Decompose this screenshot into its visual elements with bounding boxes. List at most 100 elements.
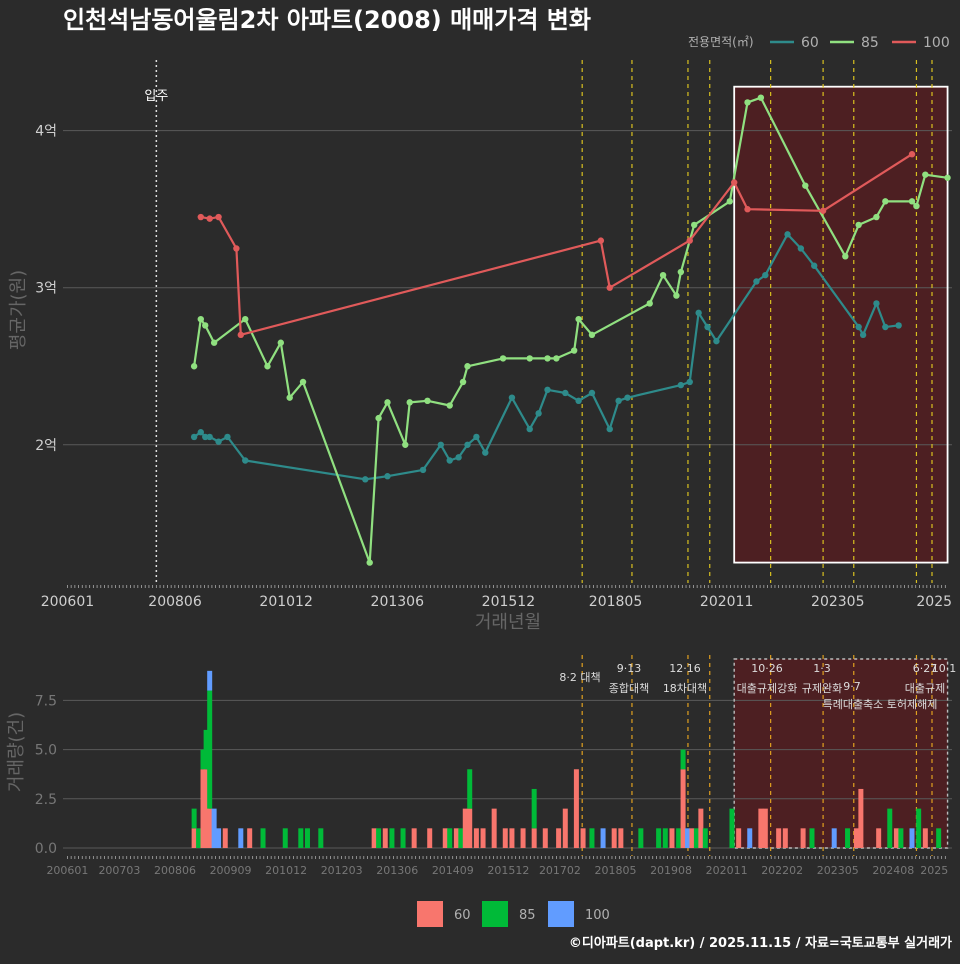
data-point-100 [730,179,738,186]
event-label-4b: 대출규제강화 [737,682,798,695]
y-tick-label: 7.5 [35,693,57,709]
volume-bar-60 [442,828,448,848]
event-label-8a: 10·1 [932,662,957,675]
volume-bar-60 [776,828,782,848]
y-tick-label: 3억 [35,281,57,297]
x-tick-label: 201012 [265,864,307,877]
data-point-85 [855,221,862,229]
data-point-85 [446,402,453,409]
volume-bar-85 [589,828,595,848]
volume-bar-85 [467,769,473,809]
volume-bar-60 [689,828,695,848]
volume-bar-60 [762,808,768,848]
x-axis-label: 거래년월 [475,612,541,633]
volume-bar-60 [453,828,459,848]
y-axis-label-volume: 거래량(건) [6,712,27,792]
data-point-85 [197,315,204,323]
x-tick-label: 200601 [41,594,94,610]
volume-bar-85 [898,828,904,848]
volume-bar-85 [887,808,893,848]
data-point-60 [215,438,222,445]
volume-bar-60 [427,828,433,848]
bar-legend-swatch-85 [482,901,508,927]
data-point-60 [784,231,791,238]
data-point-85 [299,378,307,386]
volume-bar-85 [702,828,708,848]
data-point-85 [553,355,560,362]
volume-bar-60 [669,828,675,848]
volume-bar-60 [758,808,764,848]
data-point-85 [277,339,285,346]
volume-bar-100 [600,828,606,848]
data-point-85 [384,399,391,406]
x-tick-label: 200806 [154,864,196,877]
data-point-60 [606,425,613,433]
x-tick-label: 201409 [432,864,474,877]
volume-bar-100 [207,670,213,691]
y-tick-label: 2억 [35,438,57,454]
data-point-100 [197,213,204,221]
x-tick-label: 201012 [259,594,312,610]
data-point-60 [197,429,204,436]
data-point-100 [597,237,605,244]
data-point-60 [535,410,542,417]
data-point-100 [237,331,244,339]
data-point-85 [459,378,467,386]
volume-bar-60 [680,769,686,848]
data-point-85 [202,322,209,329]
bar-legend: 60 85 100 [417,901,610,927]
volume-bar-85 [447,828,453,848]
y-tick-label: 2.5 [35,792,57,808]
event-label-2a: 9·13 [617,662,642,675]
volume-bar-60 [573,769,579,848]
volume-bar-100 [211,808,217,848]
volume-bar-85 [196,828,202,848]
data-point-85 [690,221,698,229]
volume-bar-60 [203,769,209,848]
data-point-60 [446,457,453,464]
volume-bar-60 [618,828,624,848]
volume-bar-60 [247,828,253,848]
volume-bar-60 [222,828,228,848]
data-point-85 [424,397,431,405]
series-line-85 [193,96,948,564]
x-tick-label: 201203 [321,864,363,877]
legend-title: 전용면적(㎡) [688,35,754,49]
x-tick-label: 200806 [148,594,202,610]
volume-bar-85 [845,828,851,848]
data-point-60 [202,433,209,441]
volume-bar-60 [858,788,864,848]
volume-bar-85 [638,828,644,848]
volume-bar-85 [693,828,699,848]
volume-bar-85 [298,828,304,848]
data-point-100 [819,207,827,214]
volume-bar-60 [893,828,899,848]
event-label-7a: 6·27 [913,662,938,675]
data-point-60 [473,433,480,441]
legend-label-60: 60 [801,35,819,51]
bar-legend-label-85: 85 [519,908,536,923]
volume-bar-60 [502,828,508,848]
x-tick-label: 201306 [376,864,418,877]
data-point-60 [686,378,693,386]
bar-legend-swatch-60 [417,901,443,927]
x-tick-label: 202305 [817,864,859,877]
data-point-60 [588,389,596,397]
highlight-frame [733,85,949,564]
data-point-85 [464,363,471,370]
data-point-60 [437,441,445,448]
y-axis-label-price: 평균가(원) [8,270,29,350]
event-label-5a: 1·3 [813,662,831,675]
data-point-60 [753,278,760,285]
data-point-85 [286,394,293,401]
volume-bar-100 [909,828,915,848]
data-point-85 [575,315,582,323]
highlight-region [734,86,948,563]
volume-bar-60 [853,828,859,848]
volume-bar-60 [580,828,586,848]
volume-bar-100 [747,828,753,848]
volume-bar-60 [191,828,197,848]
volume-bar-60 [611,828,617,848]
data-point-60 [482,449,489,456]
